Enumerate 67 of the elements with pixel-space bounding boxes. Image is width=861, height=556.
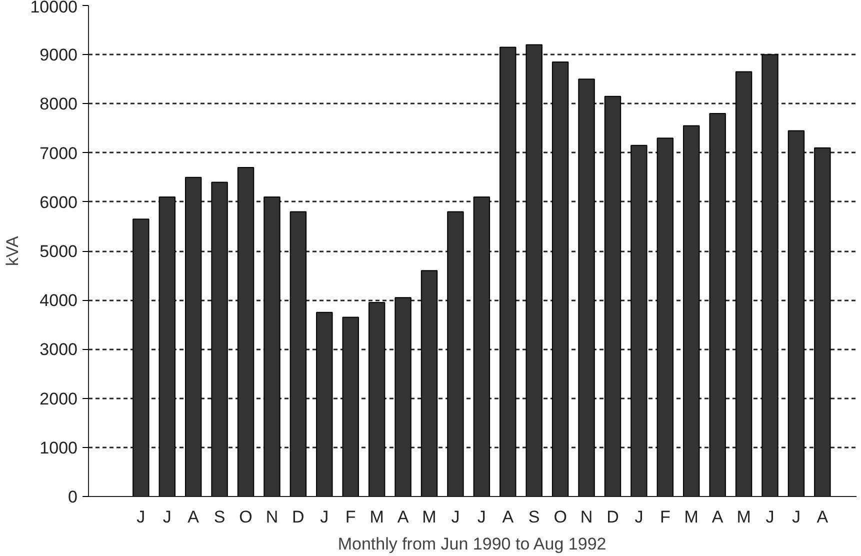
bar	[604, 96, 622, 496]
bar	[762, 54, 778, 496]
y-tick-label: 7000	[40, 144, 78, 163]
x-tick-label: M	[736, 508, 751, 526]
bar	[500, 46, 516, 496]
y-tick-label: 9000	[40, 46, 78, 65]
x-tick-label: A	[816, 508, 829, 526]
bar	[552, 61, 569, 496]
bar	[290, 211, 307, 496]
x-tick-label: J	[162, 508, 172, 526]
bar	[237, 167, 254, 496]
x-tick-label: N	[580, 508, 593, 526]
x-tick-label: J	[451, 508, 460, 526]
bar	[447, 211, 464, 496]
bar	[709, 113, 726, 496]
x-tick-label: F	[345, 508, 356, 526]
y-tick-label: 5000	[40, 242, 78, 261]
bar	[683, 125, 700, 496]
y-tick-label: 8000	[40, 94, 78, 114]
x-tick-label: J	[766, 508, 774, 526]
bar	[316, 312, 333, 496]
x-tick-label: D	[292, 508, 304, 526]
y-tick-label: 3000	[40, 340, 78, 360]
bar	[158, 196, 176, 496]
x-tick-label: F	[660, 508, 670, 526]
bar	[630, 144, 648, 496]
bar	[368, 302, 386, 496]
bar	[132, 218, 150, 496]
x-tick-label: J	[634, 508, 644, 526]
x-axis-title: Monthly from Jun 1990 to Aug 1992	[338, 534, 606, 554]
bar	[184, 176, 202, 496]
x-tick-label: N	[266, 508, 278, 526]
bar	[264, 196, 280, 496]
x-tick-label: J	[320, 508, 329, 526]
bar	[420, 270, 438, 496]
y-tick-label: 6000	[40, 192, 78, 212]
y-tick-label: 0	[68, 488, 78, 506]
bar	[656, 138, 674, 496]
x-tick-label: S	[214, 508, 226, 526]
y-tick-label: 2000	[40, 389, 78, 408]
x-tick-label: A	[397, 508, 410, 526]
bar	[473, 196, 490, 496]
y-tick-label: 10000	[30, 0, 78, 16]
bar	[526, 44, 542, 496]
x-tick-label: J	[477, 508, 486, 526]
x-tick-label: A	[502, 508, 514, 526]
bar	[814, 147, 831, 496]
bar	[342, 316, 359, 496]
bar	[578, 78, 595, 496]
bar	[788, 130, 805, 496]
x-tick-label: A	[188, 508, 200, 526]
x-tick-label: M	[370, 508, 384, 526]
x-tick-label: D	[606, 508, 619, 526]
x-tick-label: M	[684, 508, 698, 526]
x-tick-label: J	[136, 508, 146, 526]
x-tick-label: O	[554, 508, 567, 526]
y-tick-label: 1000	[40, 438, 78, 458]
bar	[394, 297, 412, 496]
bar	[211, 182, 228, 496]
y-axis-title: kVA	[3, 235, 22, 266]
bar	[735, 71, 752, 496]
x-tick-label: M	[422, 508, 436, 526]
x-tick-label: A	[712, 508, 724, 526]
y-tick-label: 4000	[40, 291, 78, 310]
x-tick-label: S	[528, 508, 540, 526]
x-tick-label: J	[792, 508, 800, 526]
x-tick-label: O	[239, 508, 252, 526]
